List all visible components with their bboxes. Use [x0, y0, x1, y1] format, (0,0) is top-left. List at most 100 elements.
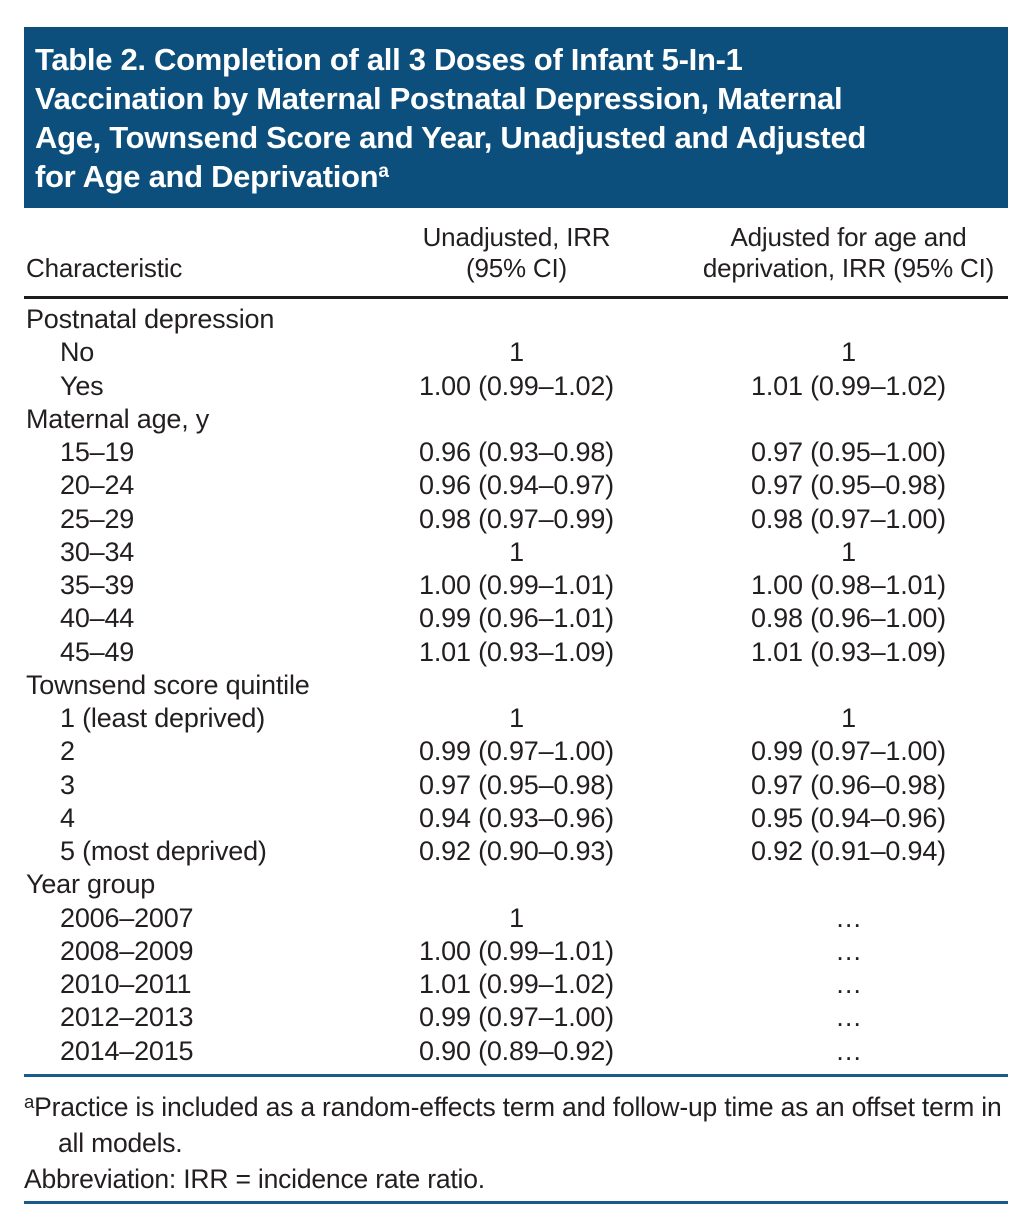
table-row: Year group [24, 868, 1008, 901]
cell-unadjusted-irr: 0.92 (0.90–0.93) [419, 836, 614, 867]
table-row: 2008–2009 1.00 (0.99–1.01) … [24, 935, 1008, 968]
cell-adjusted-irr: 0.97 (0.95–1.00) [751, 437, 946, 468]
table-row: 2006–2007 1 … [24, 902, 1008, 935]
cell-unadjusted-irr: 0.97 (0.95–0.98) [419, 769, 614, 800]
footer-rule [24, 1073, 1008, 1077]
cell-unadjusted-irr: 1.00 (0.99–1.01) [419, 935, 614, 966]
cell-adjusted-irr: … [835, 1035, 862, 1066]
cell-adjusted-irr: 1 [841, 703, 856, 734]
cell-unadjusted-irr: 0.96 (0.93–0.98) [419, 437, 614, 468]
table-row: 5 (most deprived) 0.92 (0.90–0.93) 0.92 (0… [24, 835, 1008, 868]
row-label: Year group [26, 869, 156, 900]
table-row: 2014–2015 0.90 (0.89–0.92) … [24, 1035, 1008, 1068]
cell-unadjusted-irr: 0.99 (0.97–1.00) [419, 1002, 614, 1033]
table-row: 45–49 1.01 (0.93–1.09) 1.01 (0.93–1.09) [24, 636, 1008, 669]
table-row: 25–29 0.98 (0.97–0.99) 0.98 (0.97–1.00) [24, 503, 1008, 536]
table-row: 20–24 0.96 (0.94–0.97) 0.97 (0.95–0.98) [24, 469, 1008, 502]
table-row: 15–19 0.96 (0.93–0.98) 0.97 (0.95–1.00) [24, 436, 1008, 469]
table-figure: Table 2. Completion of all 3 Doses of In… [24, 27, 1008, 1204]
row-label: 1 (least deprived) [60, 703, 266, 734]
row-label: 4 [60, 802, 75, 833]
row-label: 15–19 [60, 437, 135, 468]
table-row: 30–34 1 1 [24, 536, 1008, 569]
header-rule [24, 296, 1008, 299]
cell-adjusted-irr: 1.00 (0.98–1.01) [751, 570, 946, 601]
table-row: No 1 1 [24, 336, 1008, 369]
footnote-marker: a [24, 1090, 35, 1112]
row-label: Yes [60, 370, 104, 401]
table-row: 2010–2011 1.01 (0.99–1.02) … [24, 968, 1008, 1001]
cell-adjusted-irr: 1.01 (0.99–1.02) [751, 370, 946, 401]
footnote-abbreviation: Abbreviation: IRR = incidence rate ratio… [24, 1163, 485, 1194]
row-label: 20–24 [60, 470, 135, 501]
row-label: 5 (most deprived) [60, 836, 267, 867]
bottom-rule [24, 1200, 1008, 1204]
table-body: Postnatal depression No 1 1 Yes 1.00 (0.99–1.… [24, 299, 1008, 1068]
cell-unadjusted-irr: 1.01 (0.93–1.09) [419, 636, 614, 667]
row-label: 40–44 [60, 603, 135, 634]
cell-unadjusted-irr: 1 [509, 703, 524, 734]
cell-adjusted-irr: 0.99 (0.97–1.00) [751, 736, 946, 767]
row-label: 2014–2015 [60, 1035, 194, 1066]
table-row: Postnatal depression [24, 303, 1008, 336]
cell-unadjusted-irr: 0.94 (0.93–0.96) [419, 802, 614, 833]
cell-adjusted-irr: … [835, 902, 862, 933]
row-label: 2006–2007 [60, 902, 194, 933]
table-title-line: Age, Townsend Score and Year, Unadjusted… [35, 120, 867, 155]
cell-unadjusted-irr: 1.00 (0.99–1.01) [419, 570, 614, 601]
table-title-text: for Age and Deprivation [35, 159, 379, 194]
table-title-box: Table 2. Completion of all 3 Doses of In… [24, 27, 1008, 208]
cell-adjusted-irr: 0.98 (0.96–1.00) [751, 603, 946, 634]
cell-unadjusted-irr: 1 [509, 337, 524, 368]
footnotes: aPractice is included as a random-effect… [24, 1077, 1008, 1197]
row-label: 2012–2013 [60, 1002, 194, 1033]
table-title-line: Table 2. Completion of all 3 Doses of In… [35, 42, 743, 77]
table-row: 3 0.97 (0.95–0.98) 0.97 (0.96–0.98) [24, 769, 1008, 802]
table-row: Maternal age, y [24, 403, 1008, 436]
cell-adjusted-irr: 0.97 (0.95–0.98) [751, 470, 946, 501]
row-label: No [60, 337, 95, 368]
cell-unadjusted-irr: 0.98 (0.97–0.99) [419, 503, 614, 534]
cell-unadjusted-irr: 1.00 (0.99–1.02) [419, 370, 614, 401]
table-row: 1 (least deprived) 1 1 [24, 702, 1008, 735]
cell-adjusted-irr: 0.92 (0.91–0.94) [751, 836, 946, 867]
table-row: 40–44 0.99 (0.96–1.01) 0.98 (0.96–1.00) [24, 602, 1008, 635]
row-label: 2010–2011 [60, 969, 192, 1000]
cell-unadjusted-irr: 1.01 (0.99–1.02) [419, 969, 614, 1000]
row-label: 35–39 [60, 570, 135, 601]
row-label: Maternal age, y [26, 403, 210, 434]
cell-adjusted-irr: 1.01 (0.93–1.09) [751, 636, 946, 667]
cell-unadjusted-irr: 1 [509, 536, 524, 567]
cell-adjusted-irr: … [835, 935, 862, 966]
row-label: 30–34 [60, 536, 135, 567]
cell-unadjusted-irr: 0.96 (0.94–0.97) [419, 470, 614, 501]
table-row: Townsend score quintile [24, 669, 1008, 702]
cell-adjusted-irr: 1 [841, 337, 856, 368]
table-title-line: Vaccination by Maternal Postnatal Depres… [35, 81, 843, 116]
cell-adjusted-irr: 1 [841, 536, 856, 567]
cell-unadjusted-irr: 0.90 (0.89–0.92) [419, 1035, 614, 1066]
column-header-row: Characteristic Unadjusted, IRR (95% CI) … [24, 208, 1008, 296]
row-label: 2008–2009 [60, 935, 194, 966]
table-title-line: for Age and Deprivationa [35, 157, 996, 196]
cell-adjusted-irr: 0.97 (0.96–0.98) [751, 769, 946, 800]
table-row: 2 0.99 (0.97–1.00) 0.99 (0.97–1.00) [24, 735, 1008, 768]
column-header-characteristic: Characteristic [26, 253, 183, 283]
column-header-unadjusted: Unadjusted, IRR (95% CI) [422, 222, 611, 283]
cell-adjusted-irr: 0.95 (0.94–0.96) [751, 802, 946, 833]
cell-adjusted-irr: … [835, 1002, 862, 1033]
column-header-adjusted: Adjusted for age and deprivation, IRR (9… [702, 222, 995, 283]
row-label: 45–49 [60, 636, 135, 667]
footnote-a: aPractice is included as a random-effect… [24, 1089, 1008, 1161]
row-label: 25–29 [60, 503, 135, 534]
row-label: 3 [60, 769, 75, 800]
table-row: 2012–2013 0.99 (0.97–1.00) … [24, 1001, 1008, 1034]
table-row: 4 0.94 (0.93–0.96) 0.95 (0.94–0.96) [24, 802, 1008, 835]
footnote-text: Practice is included as a random-effects… [34, 1091, 1002, 1158]
row-label: 2 [60, 736, 75, 767]
table-row: 35–39 1.00 (0.99–1.01) 1.00 (0.98–1.01) [24, 569, 1008, 602]
title-footnote-marker: a [378, 161, 389, 182]
row-label: Townsend score quintile [26, 669, 310, 700]
cell-adjusted-irr: … [835, 969, 862, 1000]
cell-unadjusted-irr: 1 [509, 902, 524, 933]
